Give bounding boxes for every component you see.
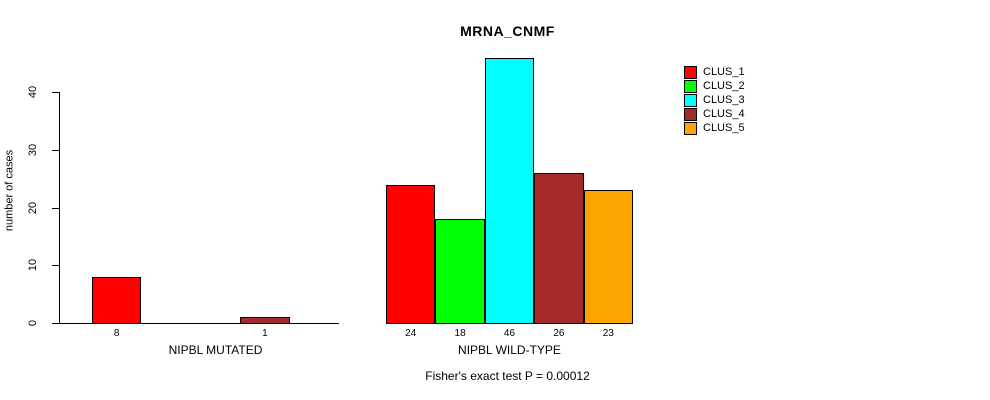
legend-item: CLUS_1 <box>684 65 745 79</box>
y-tick-label: 0 <box>27 319 39 327</box>
legend-label: CLUS_3 <box>703 93 745 106</box>
y-tick <box>52 265 59 267</box>
legend-label: CLUS_2 <box>703 79 745 92</box>
bar-value-label: 46 <box>503 328 516 339</box>
legend-swatch <box>684 93 697 107</box>
legend-swatch <box>684 107 697 121</box>
legend-item: CLUS_2 <box>684 79 745 93</box>
y-tick-label: 20 <box>27 201 39 214</box>
baseline-left <box>60 323 339 324</box>
bar <box>92 276 142 324</box>
bar <box>386 184 436 324</box>
y-tick <box>52 149 59 151</box>
chart-title: MRNA_CNMF <box>460 23 555 39</box>
bar-value-label: 1 <box>262 328 268 339</box>
bar <box>534 172 584 324</box>
legend-swatch <box>684 121 697 135</box>
bar-value-label: 26 <box>553 328 565 339</box>
bar <box>583 190 633 324</box>
x-group-label: NIPBL WILD-TYPE <box>458 343 561 357</box>
bar-value-label: 18 <box>454 328 466 339</box>
legend: CLUS_1 CLUS_2 CLUS_3 CLUS_4 CLUS_5 <box>684 65 745 135</box>
x-group-label: NIPBL MUTATED <box>168 343 263 357</box>
y-tick-label: 30 <box>27 143 39 157</box>
bar <box>240 317 290 324</box>
y-axis-line <box>59 92 60 324</box>
bar <box>435 219 485 324</box>
y-tick <box>52 323 59 324</box>
legend-label: CLUS_1 <box>703 65 745 78</box>
y-tick-label: 40 <box>27 86 39 99</box>
chart-subtitle: Fisher's exact test P = 0.00012 <box>425 369 590 383</box>
y-tick <box>52 92 59 94</box>
bar <box>484 57 535 324</box>
bar-value-label: 23 <box>602 328 614 339</box>
y-axis-label: number of cases <box>3 149 16 232</box>
legend-swatch <box>684 79 697 93</box>
legend-item: CLUS_3 <box>684 93 745 107</box>
y-tick-label: 10 <box>27 259 39 272</box>
bar-value-label: 24 <box>405 328 417 339</box>
legend-label: CLUS_5 <box>703 121 745 134</box>
legend-item: CLUS_5 <box>684 121 745 135</box>
y-tick <box>52 207 59 209</box>
bar-value-label: 8 <box>113 328 120 339</box>
legend-item: CLUS_4 <box>684 107 745 121</box>
legend-label: CLUS_4 <box>703 107 745 120</box>
legend-swatch <box>684 65 697 79</box>
